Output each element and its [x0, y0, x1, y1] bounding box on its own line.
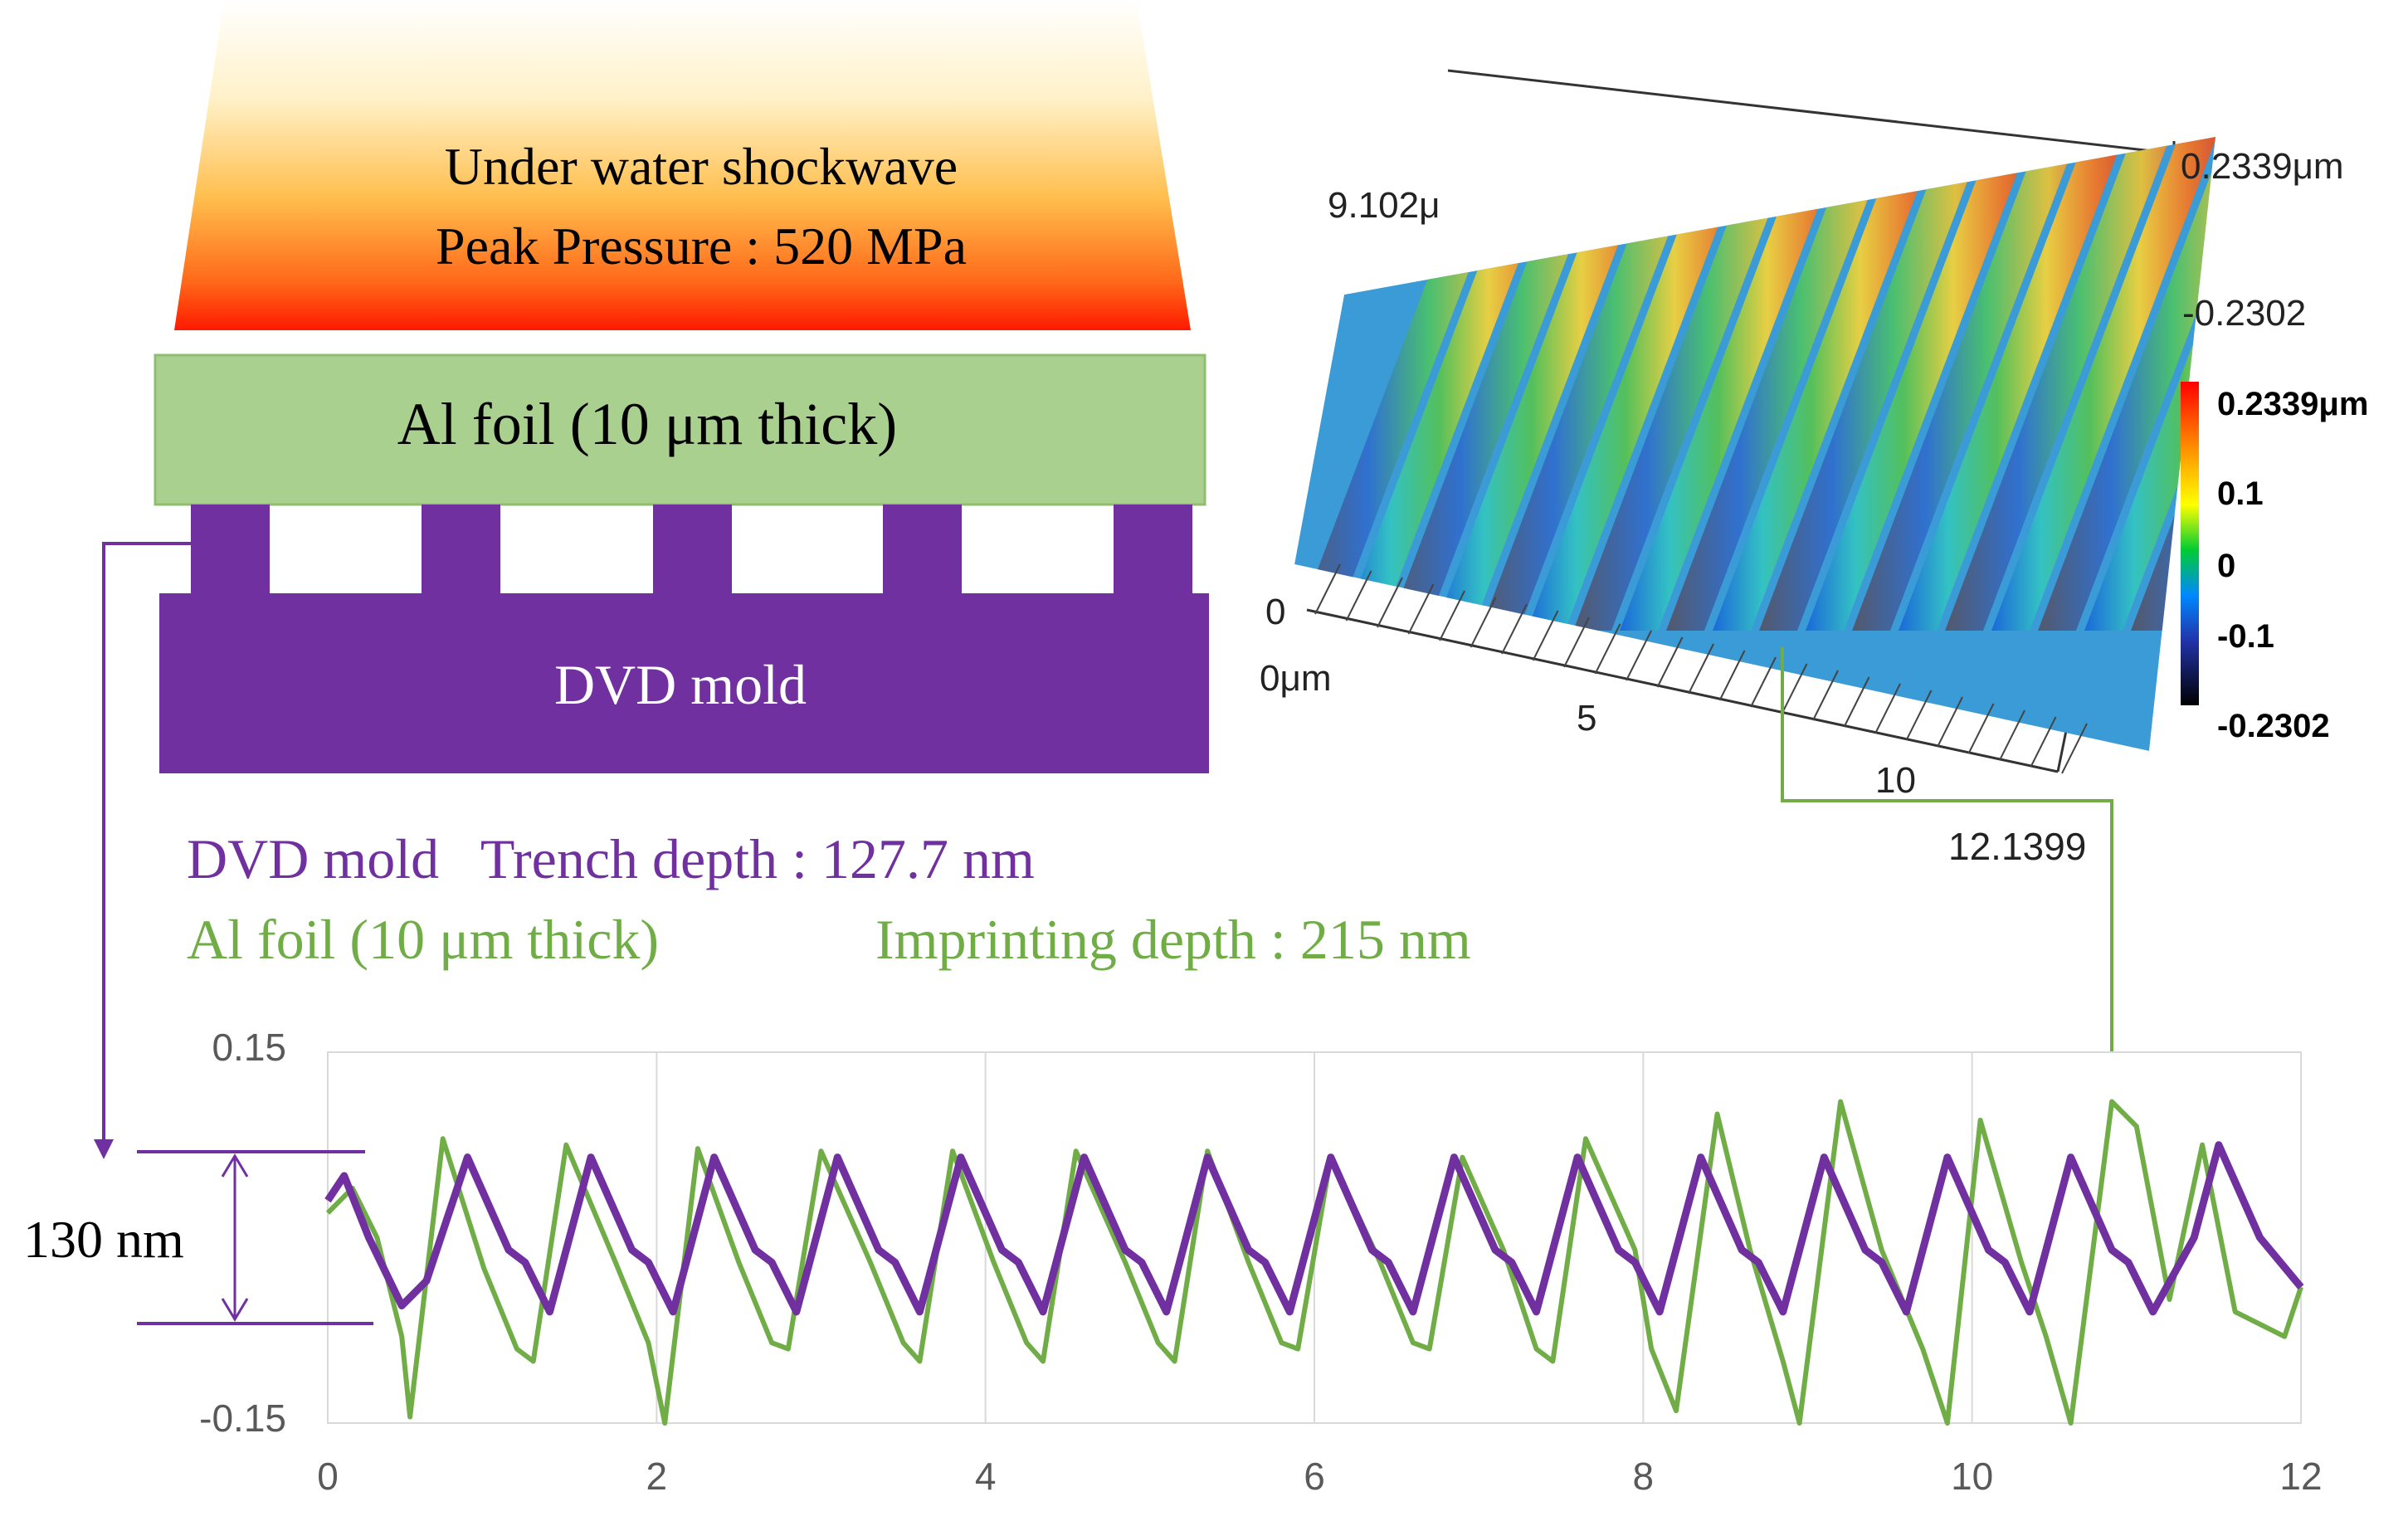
al-foil-layer [154, 353, 1206, 506]
shockwave-label-line2: Peak Pressure : 520 MPa [436, 217, 967, 275]
shockwave-region [174, 0, 1191, 330]
afm-y-extent-label: 9.102μ [1328, 185, 1440, 226]
surface-ridge [1806, 137, 2051, 631]
al-foil-label: Al foil (10 μm thick) [397, 391, 898, 457]
colorbar-label-zero: 0 [2217, 548, 2235, 584]
surface-ridge [1713, 137, 1958, 631]
al-imprinting-depth-text: Imprinting depth : 215 nm [875, 908, 1471, 971]
x-tick-label: 2 [646, 1455, 668, 1498]
afm-origin-label: 0μm [1260, 658, 1331, 699]
series-line-al-foil [325, 1099, 2303, 1426]
mold-pillar [191, 505, 270, 596]
afm-tick [1594, 623, 1621, 675]
afm-tick [1688, 643, 1714, 695]
x-tick-label: 8 [1633, 1455, 1655, 1498]
chart-x-ticks: 0 2 4 6 8 10 12 [317, 1455, 2322, 1498]
afm-tick [1470, 597, 1497, 648]
afm-origin-z-label: 0 [1265, 592, 1285, 632]
afm-tick [1718, 650, 1746, 701]
profile-position-label: 12.1399 [1948, 825, 2086, 868]
afm-tick-lines [1314, 563, 2088, 774]
afm-tick [1314, 563, 1341, 615]
colorbar-label-neg0.1: -0.1 [2217, 618, 2274, 655]
afm-frame-line [1447, 69, 2175, 155]
surface-ridge [1945, 137, 2191, 631]
afm-z-bottom-label: -0.2302 [2182, 293, 2306, 334]
y-tick-label-max: 0.15 [212, 1026, 286, 1069]
afm-tick [1874, 683, 1901, 734]
afm-frame-line [1306, 608, 2059, 773]
profile-chart: 0 2 4 6 8 10 12 0.15 -0.15 [199, 1026, 2322, 1498]
afm-tick [1812, 670, 1839, 721]
chart-series [324, 1099, 2304, 1426]
mold-base [159, 593, 1209, 773]
afm-tick [1563, 617, 1590, 668]
afm-tick [1501, 603, 1528, 655]
mold-pillar [883, 505, 962, 596]
dvd-mold-label: DVD mold [554, 653, 807, 716]
series-line-dvd-mold [324, 1141, 2304, 1316]
afm-tick [1843, 676, 1870, 728]
afm-tick [1439, 590, 1465, 641]
afm-tick [2030, 716, 2057, 768]
process-schematic: Under water shockwave Peak Pressure : 52… [154, 0, 1209, 773]
surface-ridge [1620, 137, 1865, 631]
dvd-trench-depth-text: DVD mold Trench depth : 127.7 nm [187, 827, 1035, 890]
afm-tick [1345, 570, 1372, 622]
afm-3d-surface: 9.102μ 0.2339μm -0.2302 0 0μm 5 10 0.233… [1260, 69, 2368, 801]
afm-tick [2061, 723, 2088, 774]
mold-pillar [422, 505, 500, 596]
afm-tick [1750, 656, 1777, 708]
afm-tick [1626, 630, 1652, 681]
x-tick-label: 6 [1304, 1455, 1325, 1498]
x-tick-label: 12 [2279, 1455, 2322, 1498]
afm-tick [1407, 583, 1435, 635]
depth-arrow-head-bottom [221, 1298, 249, 1322]
x-tick-label: 0 [317, 1455, 339, 1498]
surface-ridge [1991, 137, 2215, 631]
afm-tick [1532, 610, 1559, 661]
colorbar-label-0.1: 0.1 [2217, 475, 2264, 512]
surface-ridge [1852, 137, 2098, 631]
surface-ridge [1899, 137, 2144, 631]
colorbar-label-min: -0.2302 [2217, 708, 2330, 744]
afm-tick [1967, 703, 1995, 754]
afm-x-tick-5: 5 [1577, 698, 1596, 739]
afm-tick [1999, 709, 2025, 761]
surface-ridge [1573, 137, 1819, 631]
afm-tick [1656, 636, 1684, 688]
surface-ridge [1666, 137, 1912, 631]
depth-arrow-head-top [221, 1153, 249, 1177]
surface-ridge [1759, 137, 2005, 631]
height-colorbar [2181, 382, 2199, 705]
al-foil-result-label: Al foil (10 μm thick) [187, 908, 659, 971]
afm-tick [1937, 696, 1963, 748]
mold-pillar [653, 505, 732, 596]
y-tick-label-min: -0.15 [199, 1397, 286, 1440]
chart-gridlines [327, 1052, 2302, 1423]
afm-tick [1781, 663, 1808, 714]
afm-tick [1905, 690, 1933, 741]
x-tick-label: 4 [975, 1455, 997, 1498]
dvd-mold [159, 505, 1209, 773]
afm-to-profile-arrow [1781, 647, 2122, 1099]
afm-z-top-label: 0.2339μm [2181, 146, 2344, 187]
surface-ridge [2038, 137, 2215, 631]
mold-to-profile-arrow [94, 542, 191, 1159]
x-tick-label: 10 [1951, 1455, 1993, 1498]
colorbar-label-max: 0.2339μm [2217, 386, 2368, 422]
afm-tick [1377, 577, 1403, 628]
afm-x-tick-10: 10 [1875, 760, 1916, 801]
depth-annotation: 130 nm [23, 1150, 373, 1325]
depth-label: 130 nm [23, 1210, 184, 1269]
afm-surface-stripes [1294, 137, 2215, 751]
shockwave-label-line1: Under water shockwave [445, 137, 958, 196]
mold-pillar [1114, 505, 1192, 596]
